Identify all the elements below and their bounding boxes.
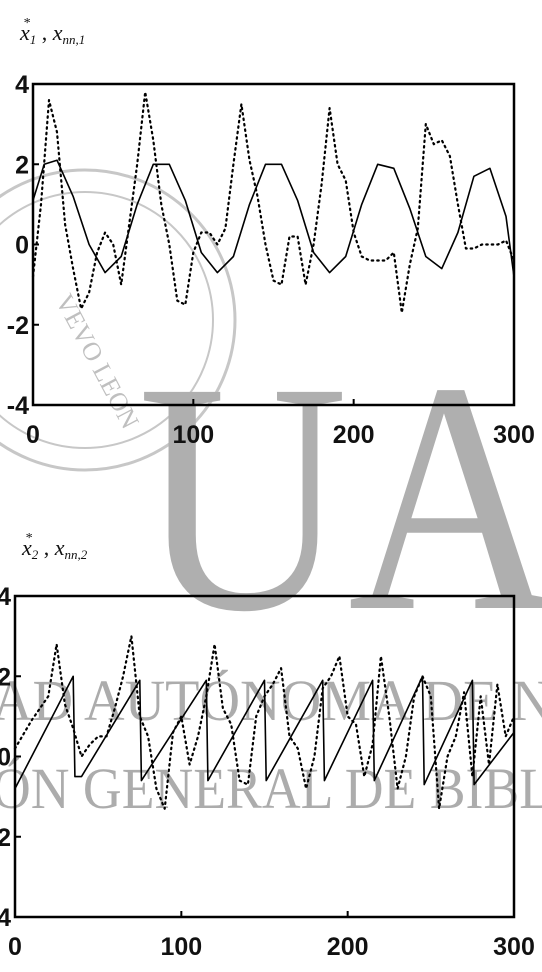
x-tick-label: 0 <box>8 933 22 961</box>
watermark-arc-line-2: ÓN GENERAL DE BIBL <box>0 756 542 821</box>
watermark-arc-line-1: AD AUTÓNOMA DE N <box>0 668 542 733</box>
x-tick-label: 200 <box>327 933 369 961</box>
chart-label-star: * <box>23 16 30 31</box>
x-tick-label: 100 <box>160 933 202 961</box>
y-tick-label: 0 <box>15 232 29 260</box>
x-tick-label: 0 <box>26 421 40 449</box>
chart-label: x2 , xnn,2 <box>21 535 88 562</box>
x-tick-label: 300 <box>493 933 535 961</box>
series-solid-line <box>14 675 515 789</box>
y-tick-label: -4 <box>0 904 11 932</box>
axes-box <box>13 594 516 919</box>
axes-box <box>31 82 516 407</box>
y-tick-label: 2 <box>15 151 29 179</box>
x-tick-label: 100 <box>172 421 214 449</box>
y-tick-label: 0 <box>0 744 11 772</box>
seal-ring-inner <box>0 191 214 449</box>
y-tick-label: 2 <box>0 663 11 691</box>
y-tick-label: 4 <box>0 583 11 611</box>
y-tick-label: 4 <box>15 71 29 99</box>
y-tick-label: -2 <box>0 824 11 852</box>
chart-label: x1 , xnn,1 <box>19 20 85 47</box>
y-tick-label: -4 <box>7 392 29 420</box>
watermark-big-letters: UA <box>138 315 542 680</box>
series-solid-line <box>32 159 515 277</box>
x-tick-label: 300 <box>493 421 535 449</box>
seal-ring-outer <box>0 168 237 472</box>
y-tick-label: -2 <box>7 312 29 340</box>
x-tick-label: 200 <box>333 421 375 449</box>
chart-label-star: * <box>25 531 32 546</box>
series-dotted-line <box>31 90 516 314</box>
